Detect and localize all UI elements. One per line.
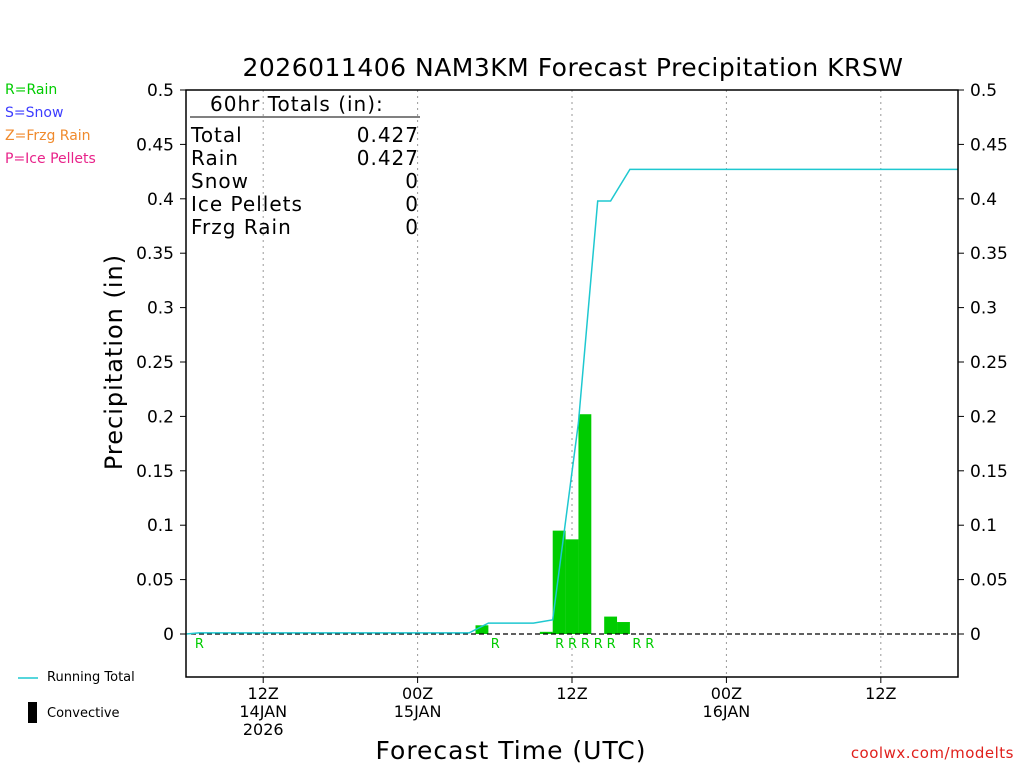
legend-snow: S=Snow [5,105,64,121]
watermark: coolwx.com/modelts [850,744,1014,762]
x-tick-label-2-0: 12Z [556,684,587,703]
y-tick-label-left-7: 0.35 [136,244,174,264]
totals-label-snow: Snow [191,169,249,193]
x-tick-label-0-1: 14JAN [239,702,287,721]
running-total-path [185,168,958,635]
y-tick-label-right-0: 0 [970,625,981,645]
x-tick-label-3-0: 00Z [711,684,742,703]
y-tick-label-right-6: 0.3 [970,299,997,319]
legend-rain: R=Rain [5,82,58,98]
x-tick-label-4-0: 12Z [865,684,896,703]
y-tick-label-left-9: 0.45 [136,135,174,155]
totals-value-frzg-rain: 0 [405,215,419,239]
totals-value-ice-pellets: 0 [405,192,419,216]
x-tick-label-1-1: 15JAN [394,702,442,721]
totals-header: 60hr Totals (in): [210,92,384,116]
totals-value-total: 0.427 [357,123,419,147]
convective-legend-swatch [28,702,37,723]
x-tick-label-0-2: 2026 [243,720,284,739]
ptype-marker-2: R [555,637,564,652]
precip-bar-5 [604,616,618,634]
precip-bar-2 [552,530,566,634]
running-total-legend-label: Running Total [47,670,135,685]
y-tick-label-left-5: 0.25 [136,353,174,373]
y-tick-label-left-6: 0.3 [147,299,174,319]
y-tick-label-right-2: 0.1 [970,516,997,536]
x-tick-label-0-0: 12Z [248,684,279,703]
y-tick-label-left-3: 0.15 [136,462,174,482]
totals-value-rain: 0.427 [357,146,419,170]
y-axis-label: Precipitation (in) [100,254,128,470]
y-tick-label-left-4: 0.2 [147,407,174,427]
precip-bar-1 [539,631,553,634]
y-tick-label-right-7: 0.35 [970,244,1008,264]
totals-box: 60hr Totals (in): Total 0.427 Rain 0.427… [190,92,420,239]
chart-title: 2026011406 NAM3KM Forecast Precipitation… [243,53,904,82]
y-tick-label-right-3: 0.15 [970,462,1008,482]
y-tick-label-left-8: 0.4 [147,190,174,210]
y-tick-label-right-8: 0.4 [970,190,997,210]
y-tick-label-right-10: 0.5 [970,81,997,101]
totals-label-ice-pellets: Ice Pellets [191,192,303,216]
y-ticks: 0 00.05 0.050.1 0.10.15 0.150.2 0.20.25 0.250.… [136,81,1008,645]
legend-frzg-rain: Z=Frzg Rain [5,128,91,144]
y-tick-label-right-9: 0.45 [970,135,1008,155]
precip-bar-3 [565,539,579,634]
x-axis-label: Forecast Time (UTC) [376,736,647,765]
ptype-marker-8: R [645,637,654,652]
precip-bar-4 [578,414,592,634]
ptype-marker-6: R [607,637,616,652]
ptype-marker-0: R [195,637,204,652]
y-tick-label-left-2: 0.1 [147,516,174,536]
legend-ice-pellets: P=Ice Pellets [5,151,96,167]
totals-label-frzg-rain: Frzg Rain [191,215,292,239]
totals-value-snow: 0 [405,169,419,193]
totals-label-rain: Rain [191,146,239,170]
y-tick-label-right-1: 0.05 [970,571,1008,591]
x-tick-label-1-0: 00Z [402,684,433,703]
ptype-marker-7: R [632,637,641,652]
y-tick-label-left-1: 0.05 [136,571,174,591]
y-tick-label-right-5: 0.25 [970,353,1008,373]
precip-bars [475,414,630,634]
ptype-marker-1: R [491,637,500,652]
y-tick-label-left-10: 0.5 [147,81,174,101]
ptype-marker-3: R [568,637,577,652]
x-tick-label-3-1: 16JAN [703,702,751,721]
ptype-marker-4: R [581,637,590,652]
convective-legend-label: Convective [47,706,120,721]
grid-lines [262,90,882,677]
running-total-line [185,168,958,635]
ptype-marker-5: R [594,637,603,652]
precip-bar-0 [475,625,489,634]
y-tick-label-left-0: 0 [163,625,174,645]
precip-bar-6 [617,622,630,634]
totals-label-total: Total [190,123,243,147]
y-tick-label-right-4: 0.2 [970,407,997,427]
